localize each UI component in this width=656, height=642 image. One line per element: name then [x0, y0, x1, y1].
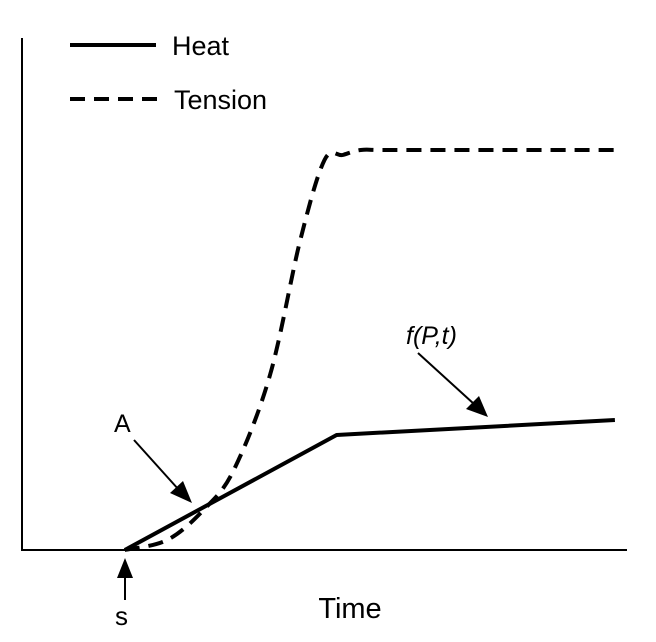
series-tension-line — [124, 147, 615, 552]
annotation-fpt-label: f(P,t) — [406, 322, 457, 350]
annotation-fpt-arrow — [417, 352, 488, 417]
annotation-s-arrow — [117, 558, 133, 600]
series-heat-line — [123, 418, 616, 552]
annotation-s-label: s — [115, 601, 128, 631]
annotation-a-label: A — [114, 410, 131, 438]
legend-label-tension: Tension — [174, 85, 267, 115]
x-axis-title: Time — [318, 593, 381, 625]
legend: Heat Tension — [70, 31, 267, 115]
annotation-a-arrow — [133, 439, 192, 503]
legend-label-heat: Heat — [172, 31, 230, 61]
